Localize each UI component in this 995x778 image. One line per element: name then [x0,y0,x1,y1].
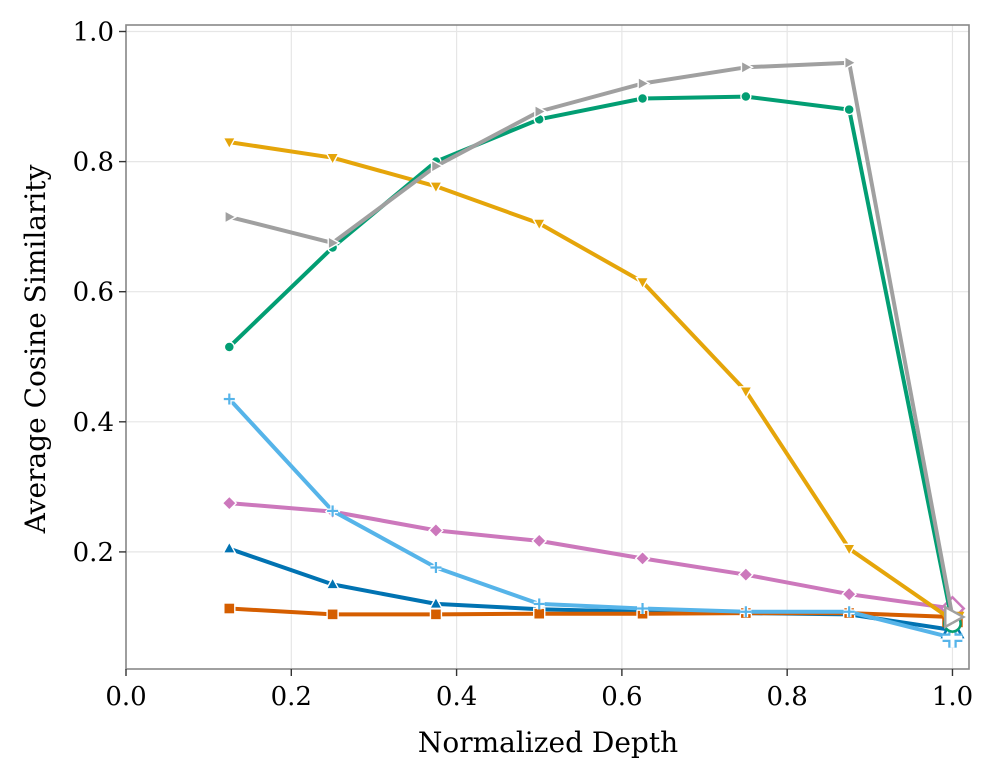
data-point [634,550,651,567]
x-tick-label: 1.0 [932,682,973,712]
data-point [636,92,649,105]
data-point [327,235,341,251]
x-tick-label: 0.4 [436,682,477,712]
ticks: 0.0 0.2 0.4 0.6 0.8 1.0 0.2 0.4 0.6 0.8 1.0 [73,18,974,712]
x-axis-label: Normalized Depth [418,726,678,759]
data-point [428,522,444,539]
data-point [223,602,236,615]
data-point [224,209,238,225]
data-point [325,576,340,590]
data-point [740,90,752,103]
data-point [635,276,650,291]
series-green-line [227,94,955,626]
x-tick-label: 0.0 [105,682,146,712]
series-gray-line [227,60,955,619]
data-point [738,386,754,400]
data-point [841,543,857,557]
data-point [737,566,754,583]
data-point [531,532,548,549]
series-orange-line [227,140,955,623]
x-tick-label: 0.2 [271,682,312,712]
plot-frame [125,24,970,670]
data-point [844,55,858,70]
y-tick-label: 1.0 [73,18,114,48]
series-pink-line [227,501,955,611]
data-point [637,76,651,91]
y-tick-label: 0.2 [73,538,114,568]
x-tick-label: 0.8 [766,682,807,712]
series-layer [221,55,966,648]
series-skyblue [223,393,963,648]
series-skyblue-line [227,397,955,640]
data-point [223,341,235,353]
data-point [429,608,443,621]
y-tick-label: 0.8 [73,148,114,178]
data-point [430,158,444,174]
x-tick-label: 0.6 [601,682,642,712]
data-point [533,607,546,620]
data-point [221,495,238,511]
data-point [534,104,548,119]
data-point [532,218,547,232]
data-point [843,103,855,116]
series-gray [224,55,966,629]
data-point [841,586,858,603]
grid [125,25,969,669]
y-tick-label: 0.4 [73,408,114,438]
data-point [944,604,966,629]
data-point [326,608,339,621]
data-point [740,60,754,75]
data-point [428,181,444,195]
data-point [222,540,237,554]
data-point [325,152,340,166]
y-tick-label: 0.6 [73,278,114,308]
y-axis-label: Average Cosine Similarity [19,164,52,534]
data-point [222,136,237,151]
